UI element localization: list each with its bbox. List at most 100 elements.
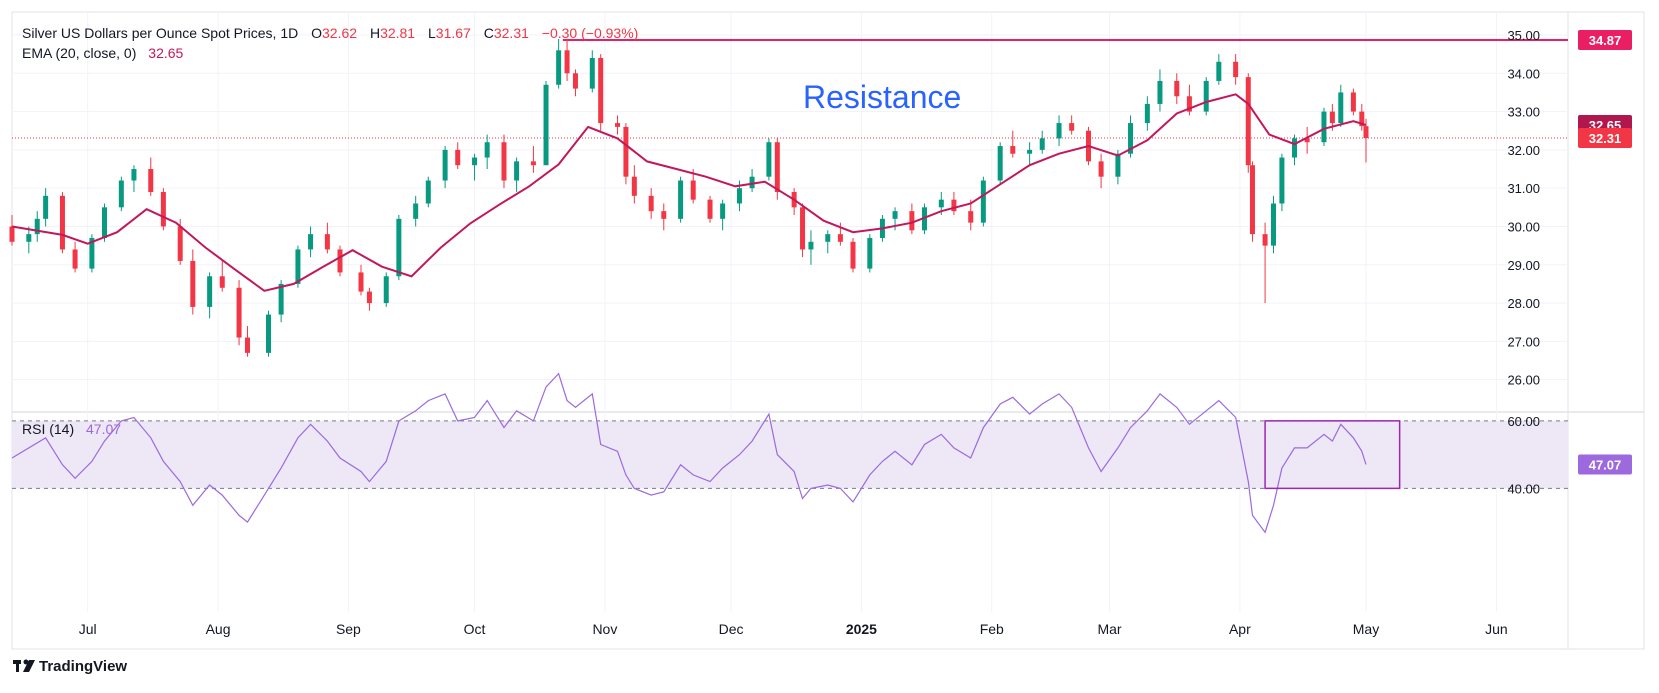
candle-up	[867, 234, 873, 273]
candle-body	[1174, 80, 1180, 97]
candle-up	[543, 80, 549, 166]
candle-down	[631, 165, 637, 204]
change-value: −0.30 (−0.93%)	[542, 25, 639, 41]
candle-body	[968, 211, 974, 223]
candle-down	[1010, 130, 1016, 158]
high-value: 32.81	[380, 25, 415, 41]
candle-body	[324, 234, 330, 250]
rsi-line	[11, 372, 1367, 534]
candle-up	[980, 176, 986, 227]
candle-up	[514, 157, 520, 193]
candle-down	[59, 192, 65, 254]
candle-down	[337, 245, 343, 277]
candlestick-series[interactable]	[9, 38, 1369, 357]
resistance-badge-text: 34.87	[1589, 33, 1622, 48]
time-tick-label: Sep	[336, 621, 361, 637]
candle-down	[1233, 54, 1239, 85]
candle-body	[9, 226, 15, 242]
candle-body	[648, 195, 654, 212]
candle-body	[720, 203, 726, 219]
tradingview-logo[interactable]: TradingView	[13, 658, 127, 675]
candle-up	[997, 142, 1003, 185]
candle-down	[850, 237, 856, 273]
candle-body	[1279, 157, 1285, 204]
candle-up	[1027, 142, 1033, 166]
candle-body	[207, 276, 213, 307]
time-tick-label: 2025	[846, 621, 877, 637]
rsi-legend[interactable]: RSI (14) 47.07	[22, 421, 121, 437]
candle-down	[1098, 153, 1104, 189]
candle-body	[800, 207, 806, 250]
price-tick-label: 27.00	[1507, 334, 1540, 349]
candle-down	[501, 134, 507, 189]
candle-body	[1292, 138, 1298, 158]
candle-body	[266, 314, 272, 353]
candle-body	[1056, 123, 1062, 139]
candle-body	[337, 249, 343, 273]
candle-body	[808, 241, 814, 250]
ema-legend[interactable]: EMA (20, close, 0) 32.65	[22, 45, 184, 61]
candle-body	[1338, 92, 1344, 124]
candle-down	[358, 264, 364, 296]
ema-line	[11, 93, 1367, 292]
rsi-legend-label: RSI (14)	[22, 421, 74, 437]
candle-up	[808, 230, 814, 265]
price-tick-label: 31.00	[1507, 181, 1540, 196]
price-tick-label: 33.00	[1507, 105, 1540, 120]
candle-up	[1203, 77, 1209, 116]
candle-body	[1249, 165, 1255, 235]
candle-down	[1350, 88, 1356, 116]
time-tick-label: Jul	[79, 621, 97, 637]
candle-body	[530, 161, 536, 166]
candle-down	[564, 38, 570, 81]
price-tick-label: 35.00	[1507, 28, 1540, 43]
candle-up	[102, 203, 108, 242]
rsi-legend-value: 47.07	[86, 421, 121, 437]
axis-labels: 26.00 27.00 28.00 29.00 30.00 31.00 32.00 33.00…	[79, 28, 1540, 637]
candle-body	[589, 57, 595, 89]
candle-down	[236, 280, 242, 346]
candle-down	[690, 169, 696, 204]
candle-body	[1359, 111, 1365, 127]
ema-legend-value: 32.65	[148, 45, 183, 61]
candle-body	[89, 237, 95, 269]
candle-body	[455, 149, 461, 166]
tradingview-icon	[13, 659, 35, 672]
candle-up	[1279, 153, 1285, 212]
candle-body	[148, 169, 154, 193]
time-tick-label: Aug	[206, 621, 231, 637]
candle-body	[160, 192, 166, 227]
candle-down	[72, 241, 78, 273]
price-tick-label: 28.00	[1507, 296, 1540, 311]
chart-frame	[11, 11, 1645, 650]
candle-down	[1186, 84, 1192, 116]
open-label: O	[311, 25, 322, 41]
candle-body	[358, 272, 364, 292]
candle-up	[89, 234, 95, 273]
candle-down	[909, 203, 915, 235]
candle-body	[1027, 149, 1033, 154]
candle-body	[26, 234, 32, 242]
candle-body	[43, 195, 49, 219]
candle-down	[1359, 103, 1365, 131]
candle-body	[1245, 77, 1251, 166]
close-badge: 32.31	[1578, 128, 1632, 149]
candle-body	[308, 234, 314, 250]
candle-up	[749, 169, 755, 193]
candle-body	[1157, 80, 1163, 104]
price-tick-label: 34.00	[1507, 66, 1540, 81]
candle-body	[1010, 146, 1016, 154]
time-tick-label: Mar	[1097, 621, 1121, 637]
candle-down	[615, 115, 621, 135]
candle-body	[867, 237, 873, 269]
resistance-badge: 34.87	[1578, 29, 1632, 50]
candle-body	[909, 211, 915, 231]
candle-up	[43, 188, 49, 227]
candle-body	[1203, 80, 1209, 112]
candle-body	[442, 149, 448, 181]
resistance-badge-bg	[1578, 29, 1632, 50]
candle-body	[598, 57, 604, 124]
candle-down	[219, 260, 225, 292]
